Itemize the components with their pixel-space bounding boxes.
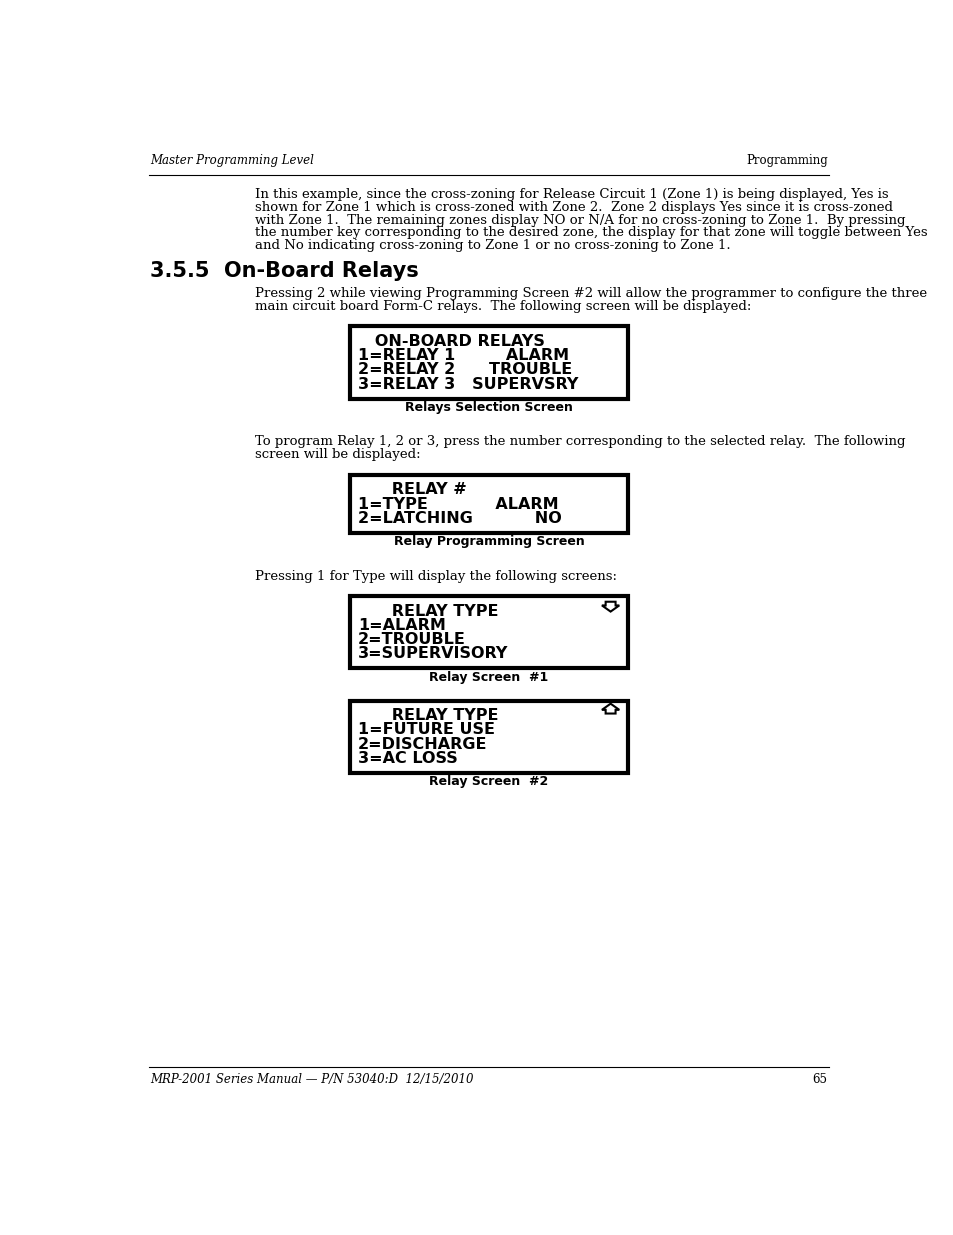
Text: with Zone 1.  The remaining zones display NO or N/A for no cross-zoning to Zone : with Zone 1. The remaining zones display…	[254, 214, 904, 227]
Text: Programming: Programming	[745, 154, 827, 168]
Text: Relay Screen  #1: Relay Screen #1	[429, 671, 548, 683]
Text: 3=RELAY 3   SUPERVSRY: 3=RELAY 3 SUPERVSRY	[357, 377, 578, 391]
Text: Master Programming Level: Master Programming Level	[150, 154, 314, 168]
Text: RELAY TYPE: RELAY TYPE	[357, 604, 497, 619]
Text: 65: 65	[812, 1073, 827, 1086]
Text: and No indicating cross-zoning to Zone 1 or no cross-zoning to Zone 1.: and No indicating cross-zoning to Zone 1…	[254, 240, 730, 252]
Bar	[350, 474, 627, 532]
Text: 2=RELAY 2      TROUBLE: 2=RELAY 2 TROUBLE	[357, 363, 572, 378]
Text: 2=DISCHARGE: 2=DISCHARGE	[357, 736, 487, 752]
Text: 1=ALARM: 1=ALARM	[357, 618, 445, 634]
Bar	[350, 326, 627, 399]
Text: main circuit board Form-C relays.  The following screen will be displayed:: main circuit board Form-C relays. The fo…	[254, 300, 750, 312]
Text: 2=TROUBLE: 2=TROUBLE	[357, 632, 465, 647]
Text: Relay Screen  #2: Relay Screen #2	[429, 776, 548, 788]
Text: MRP-2001 Series Manual — P/N 53040:D  12/15/2010: MRP-2001 Series Manual — P/N 53040:D 12/…	[150, 1073, 474, 1086]
Text: Pressing 2 while viewing Programming Screen #2 will allow the programmer to conf: Pressing 2 while viewing Programming Scr…	[254, 288, 926, 300]
Text: RELAY TYPE: RELAY TYPE	[357, 709, 497, 724]
Text: Relay Programming Screen: Relay Programming Screen	[394, 535, 583, 548]
Text: 1=TYPE            ALARM: 1=TYPE ALARM	[357, 496, 558, 511]
Text: 1=FUTURE USE: 1=FUTURE USE	[357, 722, 495, 737]
Text: shown for Zone 1 which is cross-zoned with Zone 2.  Zone 2 displays Yes since it: shown for Zone 1 which is cross-zoned wi…	[254, 201, 892, 214]
Text: Pressing 1 for Type will display the following screens:: Pressing 1 for Type will display the fol…	[254, 569, 617, 583]
Text: To program Relay 1, 2 or 3, press the number corresponding to the selected relay: To program Relay 1, 2 or 3, press the nu…	[254, 436, 904, 448]
Text: screen will be displayed:: screen will be displayed:	[254, 448, 420, 461]
Text: Relays Selection Screen: Relays Selection Screen	[405, 401, 572, 414]
Text: 2=LATCHING           NO: 2=LATCHING NO	[357, 511, 561, 526]
Bar	[350, 700, 627, 773]
Text: In this example, since the cross-zoning for Release Circuit 1 (Zone 1) is being : In this example, since the cross-zoning …	[254, 188, 887, 201]
Bar	[350, 597, 627, 668]
Text: ON-BOARD RELAYS: ON-BOARD RELAYS	[357, 335, 544, 350]
Text: 3=AC LOSS: 3=AC LOSS	[357, 751, 457, 766]
Text: RELAY #: RELAY #	[357, 483, 466, 498]
Text: 1=RELAY 1         ALARM: 1=RELAY 1 ALARM	[357, 348, 569, 363]
Text: the number key corresponding to the desired zone, the display for that zone will: the number key corresponding to the desi…	[254, 226, 926, 240]
Text: 3=SUPERVISORY: 3=SUPERVISORY	[357, 646, 508, 662]
Text: 3.5.5  On-Board Relays: 3.5.5 On-Board Relays	[150, 261, 418, 282]
